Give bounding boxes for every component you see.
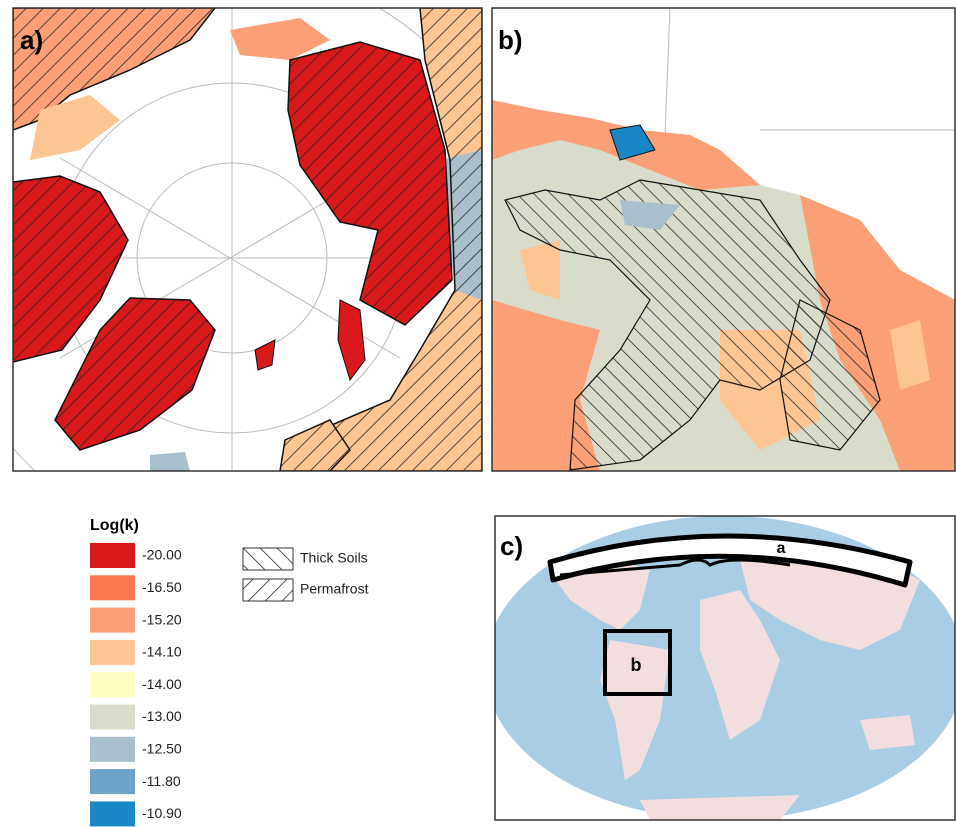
panel-label: a): [20, 25, 43, 55]
hatch-label: Thick Soils: [300, 550, 368, 566]
legend-swatch: [90, 737, 135, 762]
arctic-map: [0, 0, 522, 548]
legend-swatch: [90, 575, 135, 600]
legend: -20.00 -16.50 -15.20 -14.10 -14.00 -13.00 -12.…: [90, 543, 369, 826]
legend-label: -16.50: [142, 579, 182, 595]
legend-swatch: [90, 543, 135, 568]
legend-swatch: [90, 640, 135, 665]
figure: a) b) c) a b Log(k) -20.00 -16.50 -15.20 -1…: [0, 0, 956, 827]
legend-label: -14.00: [142, 676, 182, 692]
legend-swatch: [90, 801, 135, 826]
world-map: [485, 516, 956, 820]
legend-title: Log(k): [90, 517, 139, 534]
south-america-map: [492, 8, 955, 471]
panel-label: c): [500, 531, 523, 561]
legend-label: -11.80: [142, 773, 181, 789]
inset-label: a: [777, 540, 786, 557]
legend-swatch: [90, 608, 135, 633]
hatch-swatch: [243, 548, 293, 570]
hatch-label: Permafrost: [300, 581, 369, 597]
legend-label: -10.90: [142, 805, 182, 821]
legend-label: -12.50: [142, 741, 182, 757]
legend-swatch: [90, 672, 135, 697]
panel-label: b): [498, 25, 523, 55]
hatch-swatch: [243, 579, 293, 601]
legend-swatch: [90, 769, 135, 794]
legend-swatch: [90, 705, 135, 730]
legend-label: -20.00: [142, 547, 182, 563]
inset-label: b: [631, 655, 642, 675]
legend-label: -13.00: [142, 708, 182, 724]
legend-label: -14.10: [142, 644, 182, 660]
legend-label: -15.20: [142, 611, 182, 627]
